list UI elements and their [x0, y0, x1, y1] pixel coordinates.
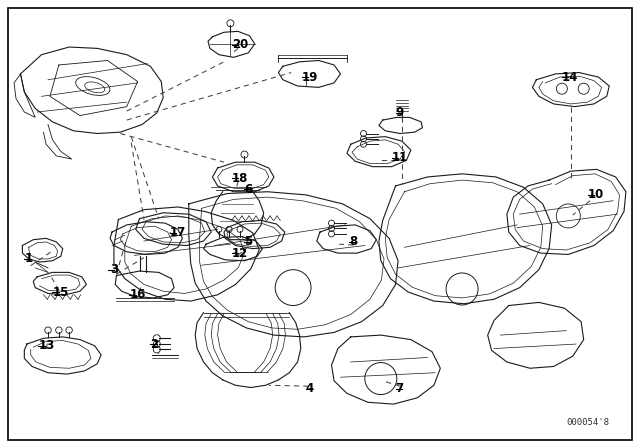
Text: 8: 8	[349, 235, 357, 249]
Text: 5: 5	[244, 235, 253, 249]
Text: 4: 4	[306, 382, 314, 396]
Text: 12: 12	[232, 246, 248, 260]
Text: 11: 11	[392, 151, 408, 164]
Text: 15: 15	[52, 285, 69, 299]
Text: 2: 2	[150, 337, 159, 351]
Text: 9: 9	[396, 106, 404, 120]
Text: 1: 1	[24, 252, 33, 266]
Text: 18: 18	[232, 172, 248, 185]
Text: 3: 3	[110, 263, 118, 276]
Text: 6: 6	[244, 182, 253, 196]
Text: 7: 7	[396, 382, 404, 396]
Text: 20: 20	[232, 38, 248, 52]
Text: 17: 17	[170, 226, 186, 240]
Text: 19: 19	[302, 70, 319, 84]
Text: 14: 14	[562, 70, 579, 84]
Text: 16: 16	[129, 288, 146, 302]
Text: 000054'8: 000054'8	[566, 418, 609, 426]
Text: 13: 13	[38, 339, 54, 353]
Text: 10: 10	[588, 188, 604, 202]
